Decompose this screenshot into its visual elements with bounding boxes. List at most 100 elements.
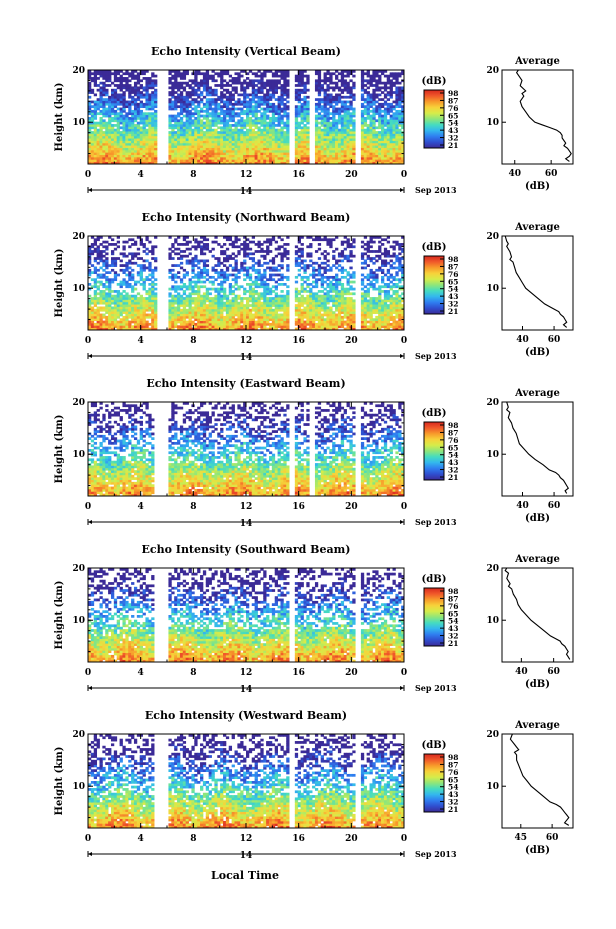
profile-x-tick-label: 40 bbox=[516, 335, 529, 345]
x-tick-label: 4 bbox=[138, 170, 144, 180]
colorbar-tick-label: 65 bbox=[448, 775, 458, 784]
x-tick-label: 20 bbox=[345, 336, 358, 346]
x-tick-label: 16 bbox=[292, 170, 305, 180]
profile-x-tick-label: 60 bbox=[546, 833, 559, 843]
profile-x-label: (dB) bbox=[525, 513, 550, 524]
date-suffix: Sep 2013 bbox=[415, 185, 457, 195]
x-tick-label: 0 bbox=[85, 502, 91, 512]
colorbar-tick-label: 65 bbox=[448, 609, 458, 618]
x-tick-label: 20 bbox=[345, 668, 358, 678]
profile-y-tick-label: 20 bbox=[486, 730, 499, 740]
colorbar-tick-label: 43 bbox=[448, 624, 458, 633]
colorbar-tick-label: 98 bbox=[448, 89, 458, 98]
x-tick-label: 16 bbox=[292, 834, 305, 844]
colorbar-tick-label: 32 bbox=[448, 134, 458, 143]
date-suffix: Sep 2013 bbox=[415, 351, 457, 361]
colorbar-tick-label: 43 bbox=[448, 126, 458, 135]
panel-title: Echo Intensity (Westward Beam) bbox=[145, 709, 347, 722]
colorbar-tick-label: 54 bbox=[448, 451, 458, 460]
profile-y-tick-label: 10 bbox=[486, 782, 499, 792]
colorbar-tick-label: 87 bbox=[448, 96, 458, 105]
colorbar-tick-label: 21 bbox=[448, 307, 458, 316]
y-axis-label: Height (km) bbox=[54, 415, 65, 484]
date-suffix: Sep 2013 bbox=[415, 683, 457, 693]
y-tick-label: 10 bbox=[72, 782, 85, 792]
profile-y-tick-label: 20 bbox=[486, 564, 499, 574]
x-tick-label: 8 bbox=[190, 834, 196, 844]
colorbar bbox=[423, 421, 445, 481]
x-tick-label: 4 bbox=[138, 502, 144, 512]
x-tick-label: 4 bbox=[138, 668, 144, 678]
x-tick-label: 0 bbox=[401, 336, 407, 346]
x-tick-label: 0 bbox=[401, 834, 407, 844]
profile-title: Average bbox=[514, 56, 560, 67]
colorbar-label: (dB) bbox=[422, 740, 447, 751]
x-tick-label: 0 bbox=[85, 336, 91, 346]
x-tick-label: 4 bbox=[138, 336, 144, 346]
y-tick-label: 10 bbox=[72, 450, 85, 460]
profile-y-tick-label: 20 bbox=[486, 398, 499, 408]
colorbar-tick-label: 65 bbox=[448, 111, 458, 120]
colorbar-tick-label: 54 bbox=[448, 119, 458, 128]
panel-title: Echo Intensity (Eastward Beam) bbox=[146, 377, 345, 390]
x-tick-label: 12 bbox=[240, 336, 253, 346]
colorbar-tick-label: 54 bbox=[448, 783, 458, 792]
colorbar bbox=[423, 89, 445, 149]
colorbar-tick-label: 43 bbox=[448, 292, 458, 301]
profile-frame bbox=[501, 235, 574, 331]
profile-x-label: (dB) bbox=[525, 679, 550, 690]
profile-line bbox=[509, 733, 570, 826]
heatmap-cells bbox=[88, 402, 405, 497]
x-tick-label: 20 bbox=[345, 502, 358, 512]
x-tick-label: 0 bbox=[85, 834, 91, 844]
y-axis-label: Height (km) bbox=[54, 581, 65, 650]
panel-2: Echo Intensity (Northward Beam) 0 4 8 12 16 20… bbox=[54, 211, 574, 363]
x-tick-label: 20 bbox=[345, 170, 358, 180]
profile-frame bbox=[501, 567, 574, 663]
date-label: 14 bbox=[240, 353, 253, 363]
colorbar-tick-label: 76 bbox=[448, 270, 458, 279]
profile-line bbox=[504, 567, 571, 660]
colorbar-tick-label: 54 bbox=[448, 285, 458, 294]
heatmap-cells bbox=[88, 734, 405, 829]
profile-x-tick-label: 60 bbox=[545, 169, 558, 179]
y-axis-label: Height (km) bbox=[54, 83, 65, 152]
colorbar-label: (dB) bbox=[422, 408, 447, 419]
colorbar-tick-label: 98 bbox=[448, 587, 458, 596]
profile-y-tick-label: 10 bbox=[486, 118, 499, 128]
panel-title: Echo Intensity (Northward Beam) bbox=[142, 211, 351, 224]
date-label: 14 bbox=[240, 519, 253, 529]
x-tick-label: 8 bbox=[190, 668, 196, 678]
y-tick-label: 20 bbox=[72, 398, 85, 408]
date-label: 14 bbox=[240, 187, 253, 197]
date-suffix: Sep 2013 bbox=[415, 849, 457, 859]
y-tick-label: 10 bbox=[72, 118, 85, 128]
colorbar-tick-label: 87 bbox=[448, 594, 458, 603]
bottom-xlabel: Local Time bbox=[211, 869, 279, 882]
x-tick-label: 12 bbox=[240, 502, 253, 512]
colorbar-tick-label: 43 bbox=[448, 458, 458, 467]
profile-y-tick-label: 10 bbox=[486, 450, 499, 460]
profile-y-tick-label: 20 bbox=[486, 66, 499, 76]
colorbar-tick-label: 98 bbox=[448, 753, 458, 762]
profile-line bbox=[515, 69, 572, 162]
y-tick-label: 20 bbox=[72, 730, 85, 740]
heatmap-cells bbox=[88, 236, 405, 331]
colorbar bbox=[423, 255, 445, 315]
colorbar-tick-label: 32 bbox=[448, 466, 458, 475]
panel-5: Echo Intensity (Westward Beam) 0 4 8 12 16 20 0… bbox=[54, 709, 574, 861]
colorbar-tick-label: 76 bbox=[448, 602, 458, 611]
profile-title: Average bbox=[514, 554, 560, 565]
profile-line bbox=[505, 401, 570, 494]
x-tick-label: 12 bbox=[240, 170, 253, 180]
colorbar-tick-label: 87 bbox=[448, 760, 458, 769]
colorbar-tick-label: 98 bbox=[448, 421, 458, 430]
y-tick-label: 20 bbox=[72, 564, 85, 574]
colorbar-label: (dB) bbox=[422, 76, 447, 87]
profile-frame bbox=[501, 69, 574, 165]
profile-frame bbox=[501, 733, 574, 829]
profile-frame bbox=[501, 401, 574, 497]
x-tick-label: 16 bbox=[292, 502, 305, 512]
y-tick-label: 10 bbox=[72, 284, 85, 294]
profile-x-tick-label: 60 bbox=[548, 335, 561, 345]
